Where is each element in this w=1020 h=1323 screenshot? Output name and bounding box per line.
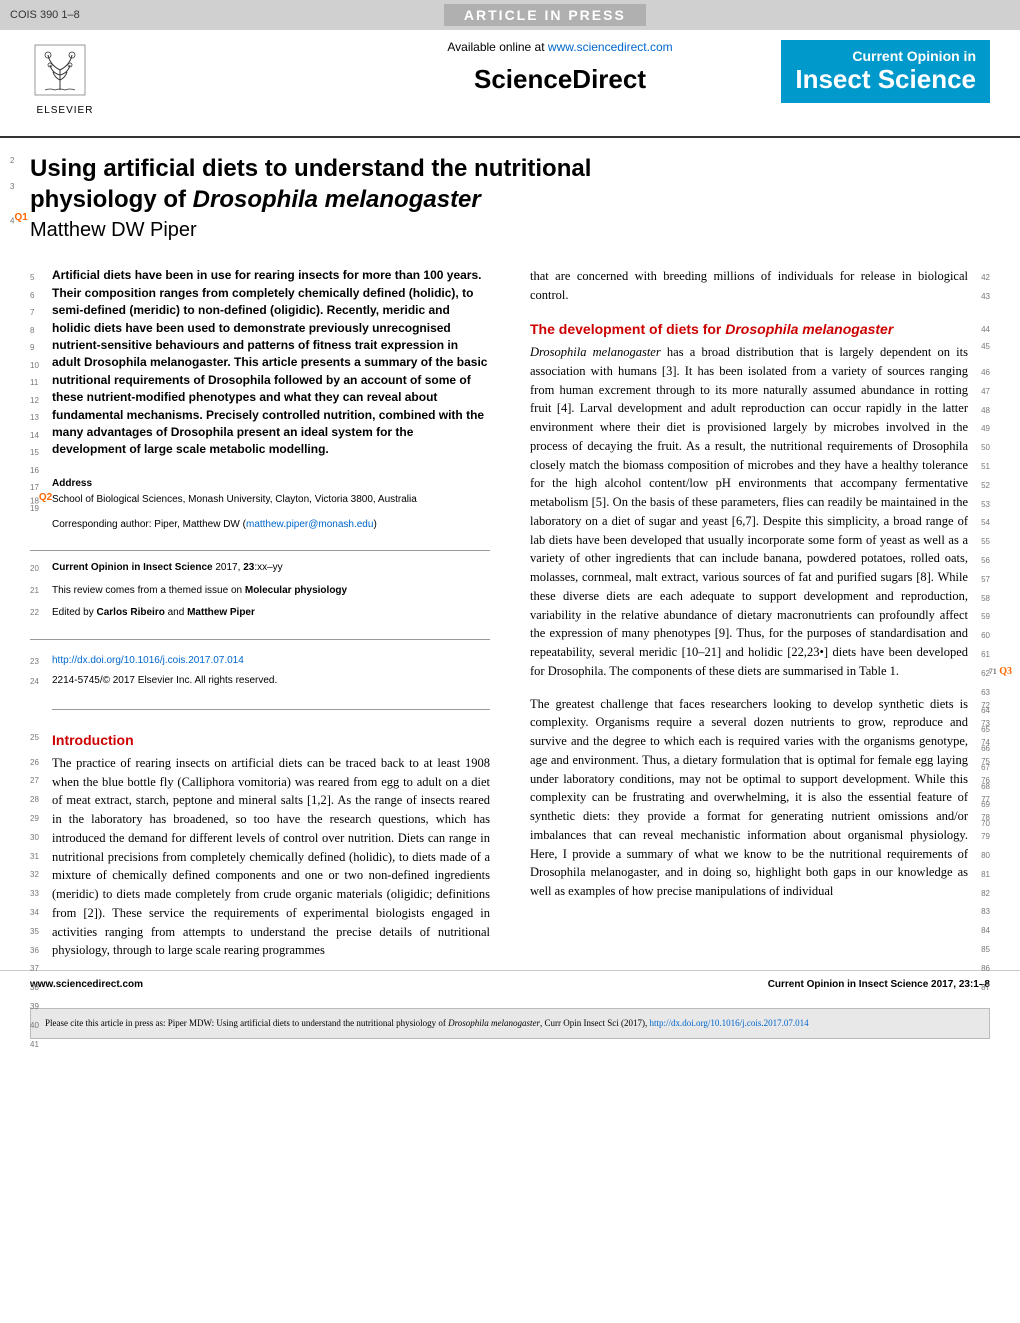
line-num-3: 3 — [10, 182, 14, 191]
article-title-section: 2 3 4Q1 Using artificial diets to unders… — [0, 138, 1020, 247]
article-in-press-badge: ARTICLE IN PRESS — [444, 4, 646, 26]
elsevier-text: ELSEVIER — [30, 105, 100, 116]
doi-wrap: 23 24 http://dx.doi.org/10.1016/j.cois.2… — [30, 654, 490, 689]
journal-line1: Current Opinion in — [795, 48, 976, 64]
header-bar: COIS 390 1–8 ARTICLE IN PRESS — [0, 0, 1020, 30]
introduction-heading: Introduction — [52, 730, 490, 750]
author-name: Matthew DW Piper — [30, 219, 990, 242]
line-num-24: 24 — [30, 676, 39, 688]
content-columns: 567891011121314151617 Artificial diets h… — [0, 247, 1020, 970]
journal-citation: Current Opinion in Insect Science 2017, … — [52, 561, 490, 576]
line-num-21: 21 — [30, 585, 39, 597]
q1-marker: Q1 — [14, 212, 27, 223]
line-num-25: 25 — [30, 732, 39, 744]
col2-para3: The greatest challenge that faces resear… — [530, 695, 968, 901]
col2-para1: that are concerned with breeding million… — [530, 267, 968, 305]
col2-para1-wrap: 4243 that are concerned with breeding mi… — [530, 267, 990, 305]
line-num-4: 4Q1 — [10, 212, 28, 226]
col2-para2: Drosophila melanogaster has a broad dist… — [530, 343, 968, 681]
line-num-23: 23 — [30, 656, 39, 668]
address-text: School of Biological Sciences, Monash Un… — [52, 493, 490, 508]
journal-badge: Current Opinion in Insect Science — [781, 40, 990, 103]
line-num-19: 19 — [30, 503, 39, 515]
introduction-text: The practice of rearing insects on artif… — [52, 754, 490, 960]
cois-label: COIS 390 1–8 — [10, 9, 80, 21]
page-footer: www.sciencedirect.com Current Opinion in… — [0, 970, 1020, 998]
theme-note: This review comes from a themed issue on… — [52, 584, 490, 599]
q3-marker: 71 Q3 — [989, 664, 1012, 679]
footer-right: Current Opinion in Insect Science 2017, … — [768, 979, 990, 990]
abstract-text: Artificial diets have been in use for re… — [52, 267, 490, 458]
col2-ln1: 4243 — [981, 269, 990, 307]
doi-link[interactable]: http://dx.doi.org/10.1016/j.cois.2017.07… — [52, 654, 490, 669]
line-num-22: 22 — [30, 607, 39, 619]
abstract-wrap: 567891011121314151617 Artificial diets h… — [30, 267, 490, 458]
footer-left: www.sciencedirect.com — [30, 979, 143, 990]
line-num-2: 2 — [10, 156, 14, 165]
article-title: Using artificial diets to understand the… — [30, 153, 990, 215]
meta-box: 20 21 22 Current Opinion in Insect Scien… — [30, 550, 490, 640]
intro-wrap: 25 26272829303132333435363738394041 Intr… — [30, 730, 490, 961]
col2-ln3: 72737475767778798081828384858687 — [981, 697, 990, 998]
col2-para2-wrap: 4647484950515253545556575859606162636465… — [530, 343, 990, 681]
development-heading: The development of diets for Drosophila … — [530, 319, 968, 339]
col2-heading-wrap: 4445 The development of diets for Drosop… — [530, 319, 990, 339]
corresponding-author: Corresponding author: Piper, Matthew DW … — [52, 518, 490, 533]
sciencedirect-link[interactable]: www.sciencedirect.com — [548, 40, 673, 54]
left-column: 567891011121314151617 Artificial diets h… — [30, 267, 490, 960]
address-label: Address — [52, 477, 490, 492]
editors: Edited by Carlos Ribeiro and Matthew Pip… — [52, 606, 490, 621]
citation-box: Please cite this article in press as: Pi… — [30, 1008, 990, 1039]
elsevier-tree-icon — [30, 40, 90, 100]
top-section: ELSEVIER Available online at www.science… — [0, 30, 1020, 138]
intro-line-numbers: 26272829303132333435363738394041 — [30, 754, 39, 1055]
copyright-text: 2214-5745/© 2017 Elsevier Inc. All right… — [52, 674, 490, 689]
right-column: 4243 that are concerned with breeding mi… — [530, 267, 990, 960]
address-wrap: Address 18Q2 19 School of Biological Sci… — [30, 477, 490, 533]
line-num-20: 20 — [30, 563, 39, 575]
divider — [52, 709, 490, 710]
col2-para3-wrap: 72737475767778798081828384858687 The gre… — [530, 695, 990, 901]
author-email-link[interactable]: matthew.piper@monash.edu — [246, 519, 373, 530]
elsevier-logo: ELSEVIER — [30, 40, 100, 116]
abstract-line-numbers: 567891011121314151617 — [30, 269, 39, 497]
journal-line2: Insect Science — [795, 64, 976, 95]
q2-marker: Q2 — [39, 492, 52, 503]
citation-doi-link[interactable]: http://dx.doi.org/10.1016/j.cois.2017.07… — [650, 1018, 809, 1028]
